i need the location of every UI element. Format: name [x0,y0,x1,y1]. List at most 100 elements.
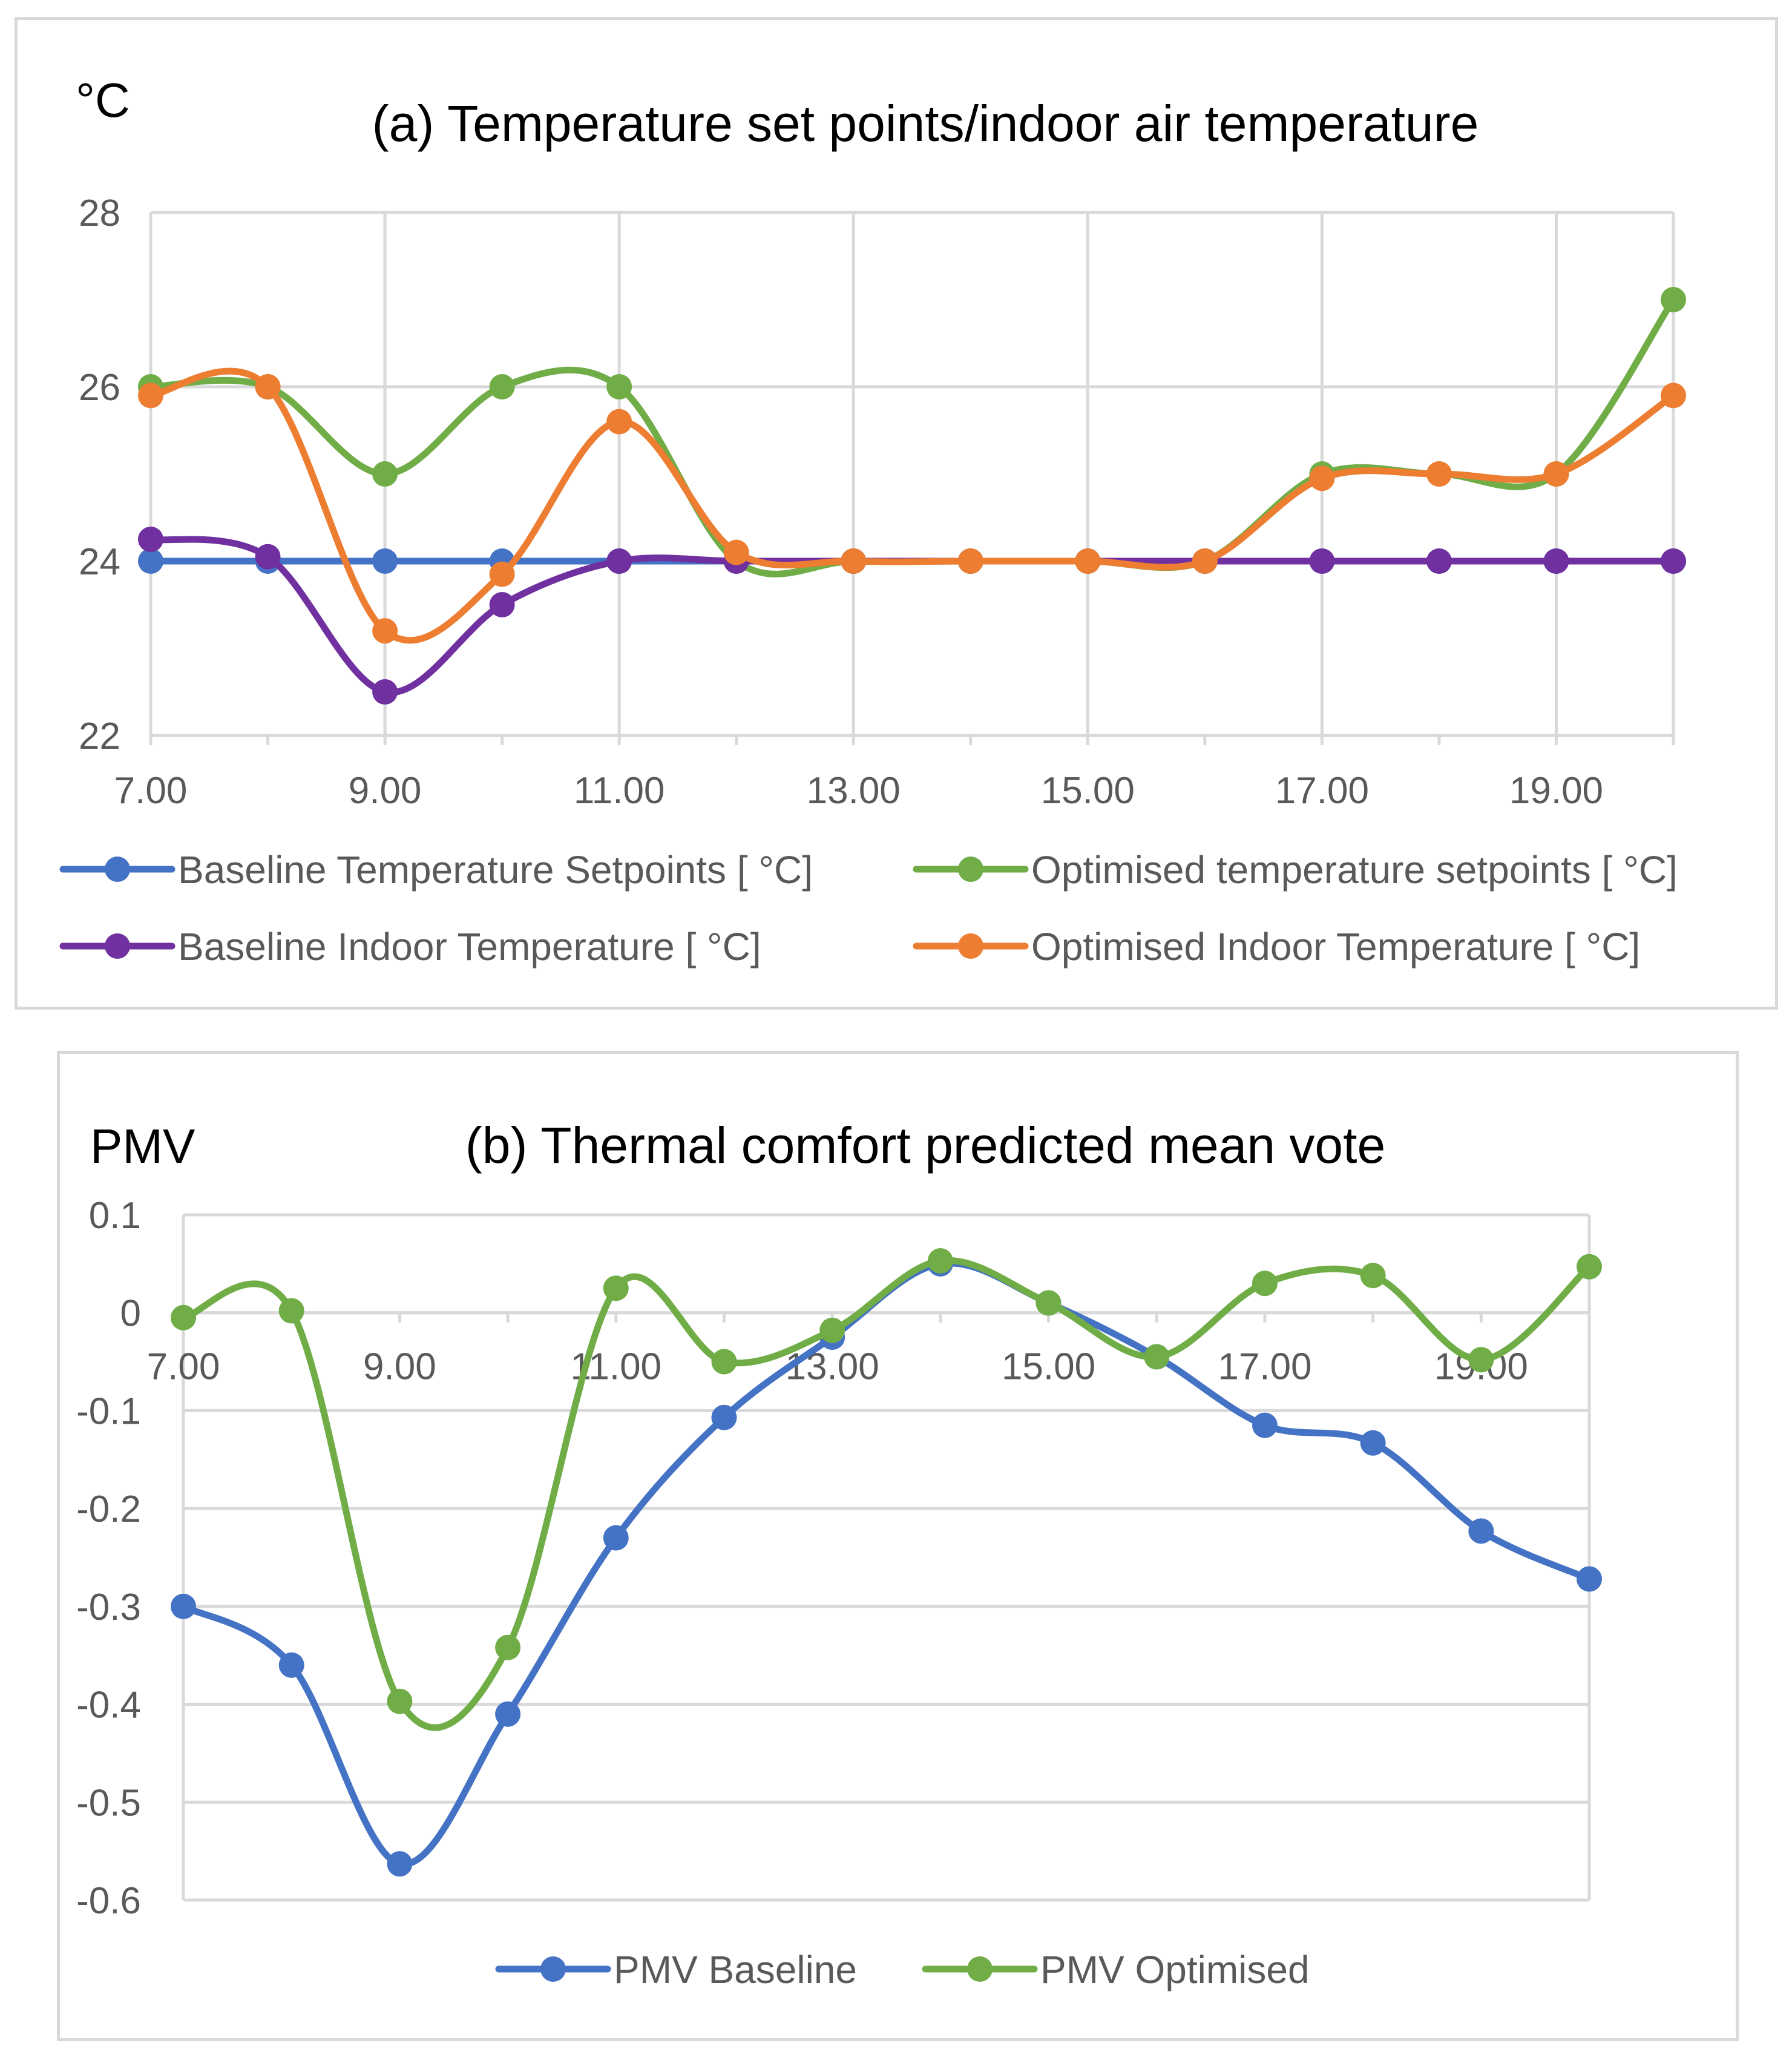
data-point [489,374,515,400]
series-pmv-optimised [171,1248,1602,1731]
x-tick-label: 7.00 [114,770,188,812]
data-point [255,374,281,400]
data-point [606,374,632,400]
legend-swatch-marker [958,857,983,882]
data-point [1661,548,1686,574]
legend-label: Optimised temperature setpoints [ °C] [1031,848,1678,892]
data-point [711,1349,737,1375]
legend-swatch-marker [958,933,983,959]
data-point [1661,383,1686,409]
data-point [723,539,749,565]
data-point [1577,1566,1602,1592]
data-point [372,461,398,487]
y-tick-label: 22 [79,715,120,757]
data-point [1360,1430,1386,1456]
data-point [606,409,632,435]
data-point [606,548,632,574]
legend-entry: PMV Optimised [922,1948,1310,1991]
data-point [1252,1271,1278,1297]
data-point [278,1652,304,1678]
data-point [255,544,281,570]
data-point [387,1851,413,1877]
data-point [1468,1347,1494,1373]
chart-a-panel: °C (a) Temperature set points/indoor air… [15,17,1778,1010]
data-point [1192,548,1218,574]
legend-entry: PMV Baseline [495,1948,857,1991]
data-point [1360,1263,1386,1289]
data-point [1543,548,1569,574]
data-point [841,548,867,574]
y-tick-label: 24 [79,541,120,583]
legend-entry: Optimised Indoor Temperature [ °C] [913,925,1640,968]
legend-entry: Baseline Temperature Setpoints [ °C] [59,848,813,892]
data-point [138,383,163,409]
data-point [927,1248,953,1274]
chart-b-y-unit: PMV [90,1119,195,1173]
series-line [147,296,1677,577]
data-point [1661,287,1686,312]
data-point [489,561,515,587]
data-point [495,1634,521,1660]
legend-swatch-marker [105,857,130,882]
chart-b-title: (b) Thermal comfort predicted mean vote [465,1117,1385,1174]
x-tick-label: 17.00 [1218,1346,1311,1388]
data-point [603,1525,629,1551]
x-tick-label: 15.00 [1041,770,1135,812]
legend-label: Baseline Temperature Setpoints [ °C] [178,848,813,892]
legend-swatch-marker [540,1956,566,1982]
y-tick-label: -0.4 [76,1685,141,1726]
legend-swatch-marker [967,1956,993,1982]
data-point [957,548,983,574]
series-line [147,367,1677,644]
data-point [495,1701,521,1727]
x-tick-label: 13.00 [786,1346,879,1388]
series-optimised-temperature-setpoints-c [138,287,1686,577]
legend-label: Baseline Indoor Temperature [ °C] [178,925,761,968]
legend-label: PMV Baseline [614,1948,857,1991]
legend-label: Optimised Indoor Temperature [ °C] [1031,925,1640,968]
y-tick-label: -0.2 [76,1488,141,1530]
chart-a-title: (a) Temperature set points/indoor air te… [372,95,1479,152]
data-point [1309,548,1335,574]
series-optimised-indoor-temperature-c [138,367,1686,644]
y-tick-label: -0.1 [76,1390,141,1432]
data-point [1426,461,1452,487]
legend-entry: Optimised temperature setpoints [ °C] [913,848,1678,892]
data-point [372,548,398,574]
y-tick-label: 0 [120,1293,141,1335]
y-tick-label: 0.1 [89,1195,141,1237]
x-tick-label: 17.00 [1275,770,1369,812]
data-point [1577,1254,1602,1280]
data-point [1075,548,1101,574]
legend-label: PMV Optimised [1040,1948,1310,1991]
x-tick-label: 15.00 [1002,1346,1095,1388]
data-point [138,548,163,574]
series-line [180,1257,1593,1731]
legend-swatch-marker [105,933,130,959]
y-tick-label: -0.6 [76,1880,141,1922]
data-point [1468,1518,1494,1544]
x-tick-label: 11.00 [574,770,665,812]
data-point [489,592,515,617]
data-point [171,1593,196,1619]
chart-a-svg: °C (a) Temperature set points/indoor air… [59,73,1686,968]
data-point [1309,465,1335,492]
y-tick-label: 28 [79,192,120,234]
data-point [1426,548,1452,574]
data-point [603,1275,629,1301]
x-tick-label: 9.00 [363,1346,436,1388]
data-point [171,1304,196,1330]
chart-b-svg: PMV (b) Thermal comfort predicted mean v… [76,1117,1602,1991]
data-point [278,1298,304,1324]
series-pmv-baseline [171,1251,1602,1877]
data-point [1035,1290,1062,1316]
y-tick-label: -0.5 [76,1782,141,1824]
y-tick-label: -0.3 [76,1587,141,1628]
x-tick-label: 13.00 [807,770,901,812]
data-point [372,618,398,644]
data-point [711,1404,737,1430]
data-point [819,1317,845,1343]
chart-b-panel: PMV (b) Thermal comfort predicted mean v… [57,1051,1739,2041]
data-point [1252,1412,1278,1438]
data-point [372,679,398,705]
